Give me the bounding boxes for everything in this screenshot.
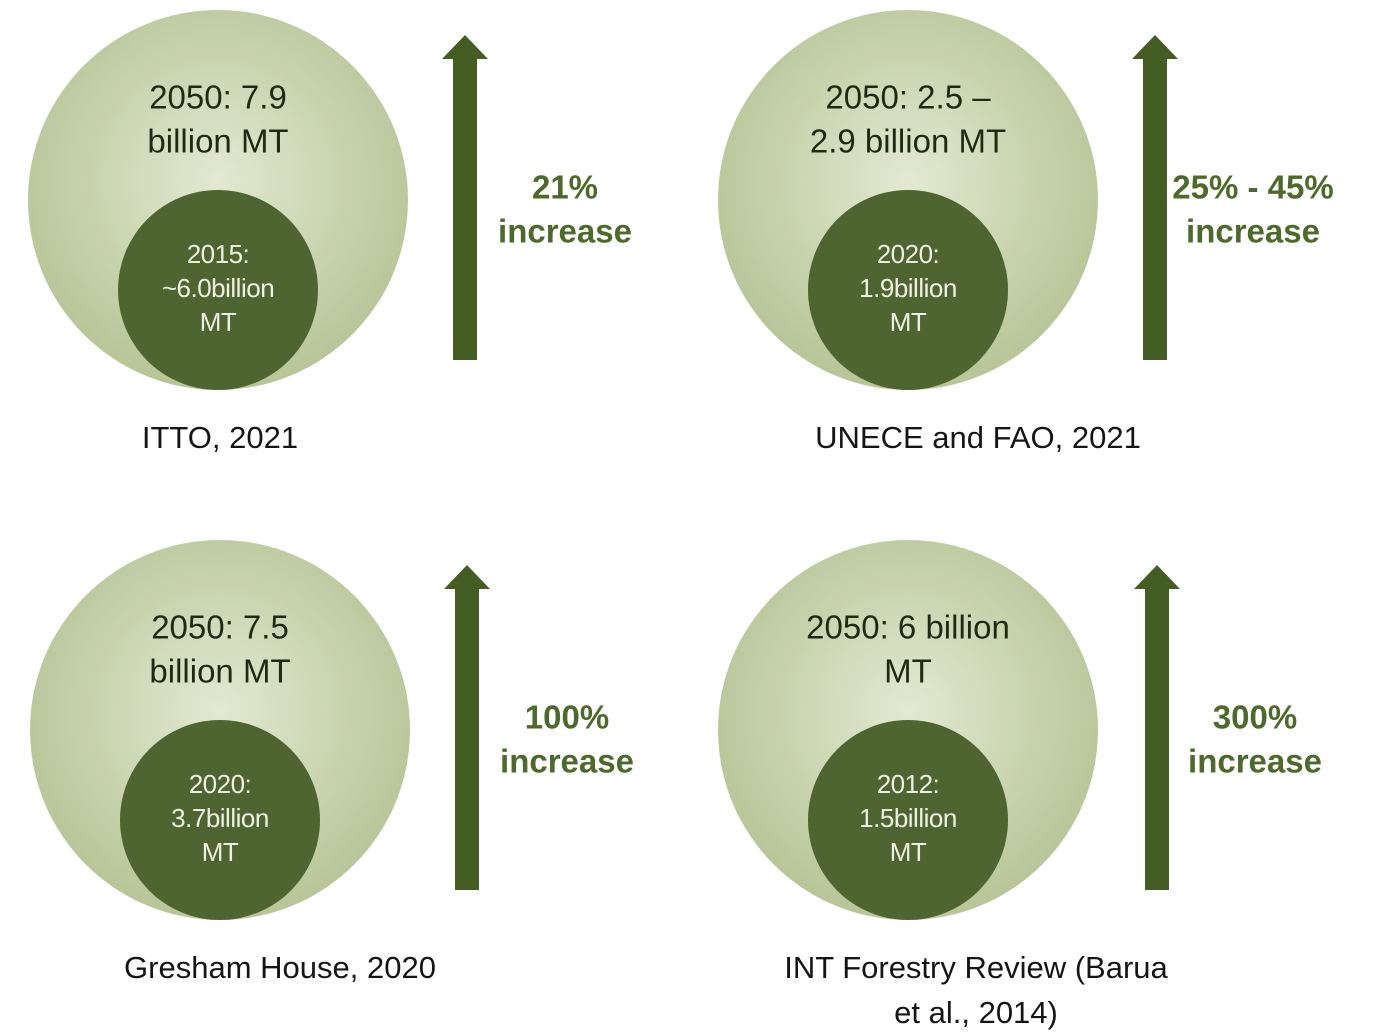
inner-label: 2015:: [187, 239, 250, 269]
arrow: [1132, 35, 1178, 360]
inner-circle: [808, 720, 1008, 920]
arrow: [444, 565, 490, 890]
inner-circle: [120, 720, 320, 920]
increase-label: 21%: [532, 169, 598, 206]
inner-label: MT: [890, 837, 927, 867]
arrow: [442, 35, 488, 360]
inner-label: MT: [202, 837, 239, 867]
increase-label: increase: [500, 743, 634, 780]
inner-label: MT: [890, 307, 927, 337]
inner-circle: [118, 190, 318, 390]
outer-label: 2050: 7.9: [149, 79, 287, 116]
outer-label: 2.9 billion MT: [810, 123, 1006, 160]
arrow: [1134, 565, 1180, 890]
inner-label: 3.7billion: [171, 803, 269, 833]
outer-label: MT: [884, 653, 932, 690]
outer-label: billion MT: [149, 653, 290, 690]
increase-label: increase: [498, 213, 632, 250]
increase-label: 25% - 45%: [1172, 169, 1333, 206]
source-label: INT Forestry Review (Barua: [784, 950, 1168, 985]
outer-label: 2050: 2.5 –: [825, 79, 991, 116]
outer-label: 2050: 7.5: [151, 609, 289, 646]
source-label: UNECE and FAO, 2021: [815, 420, 1141, 455]
source-label: et al., 2014): [894, 995, 1058, 1030]
increase-label: 300%: [1213, 699, 1297, 736]
inner-circle: [808, 190, 1008, 390]
inner-label: 2020:: [189, 769, 252, 799]
inner-label: 1.5billion: [859, 803, 957, 833]
source-label: ITTO, 2021: [142, 420, 298, 455]
increase-label: increase: [1188, 743, 1322, 780]
inner-label: ~6.0billion: [162, 273, 274, 303]
increase-label: 100%: [525, 699, 609, 736]
increase-label: increase: [1186, 213, 1320, 250]
outer-label: billion MT: [147, 123, 288, 160]
inner-label: 2020:: [877, 239, 940, 269]
inner-label: 1.9billion: [859, 273, 957, 303]
inner-label: MT: [200, 307, 237, 337]
source-label: Gresham House, 2020: [124, 950, 436, 985]
inner-label: 2012:: [877, 769, 940, 799]
outer-label: 2050: 6 billion: [806, 609, 1010, 646]
